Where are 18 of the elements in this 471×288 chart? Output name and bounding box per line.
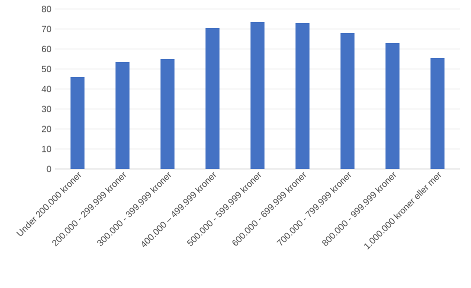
bar [296, 22, 310, 169]
y-tick-label: 80 [42, 6, 52, 12]
bar [250, 22, 264, 169]
y-tick-label: 20 [42, 126, 52, 132]
y-tick-label: 70 [42, 26, 52, 32]
bar [385, 42, 400, 169]
bar [340, 32, 354, 169]
bar [206, 28, 220, 169]
y-tick-label: 30 [42, 106, 52, 112]
y-tick-label: 0 [46, 166, 52, 172]
bar [430, 58, 444, 169]
y-tick-label: 10 [42, 146, 52, 152]
bar [116, 62, 130, 169]
y-tick-label: 50 [42, 66, 52, 72]
y-tick-label: 40 [42, 86, 52, 92]
y-tick-label: 60 [42, 46, 52, 52]
bar [160, 58, 174, 169]
bar [70, 76, 85, 169]
